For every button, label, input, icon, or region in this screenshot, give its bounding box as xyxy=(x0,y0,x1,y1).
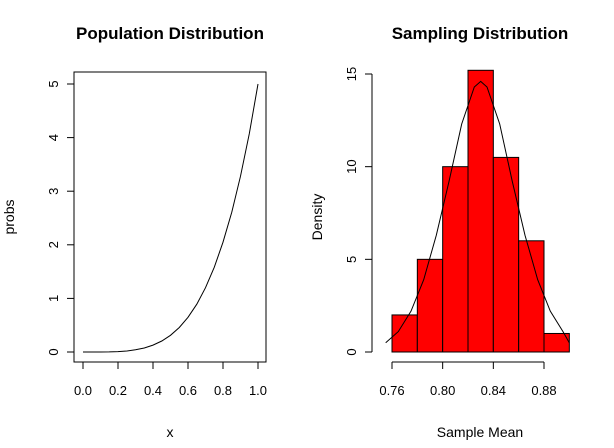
sampling-y-axis-title: Density xyxy=(309,194,325,241)
sampling-y-ticks: 0 5 10 15 xyxy=(344,67,372,356)
population-y-axis-title: probs xyxy=(1,199,17,234)
population-plot-frame xyxy=(73,71,267,363)
population-x-tick-label: 0.6 xyxy=(179,383,197,398)
population-distribution-panel: Population Distribution 0.0 0.2 0.4 0.6 0.8 1… xyxy=(1,24,267,440)
sampling-y-tick-label: 5 xyxy=(344,256,359,263)
sampling-y-tick-label: 0 xyxy=(344,348,359,355)
population-x-tick-label: 0.2 xyxy=(109,383,127,398)
population-y-tick-label: 1 xyxy=(46,295,61,302)
population-y-ticks: 0 1 2 3 4 5 xyxy=(46,80,74,356)
population-x-tick-label: 1.0 xyxy=(249,383,267,398)
histogram-bar xyxy=(416,258,444,353)
sampling-chart-title: Sampling Distribution xyxy=(392,24,569,43)
histogram-bar xyxy=(492,156,520,353)
sampling-x-tick-label: 0.88 xyxy=(531,383,556,398)
sampling-x-ticks: 0.76 0.80 0.84 0.88 xyxy=(379,362,557,398)
sampling-y-tick-label: 10 xyxy=(344,159,359,173)
sampling-x-tick-label: 0.76 xyxy=(379,383,404,398)
sampling-x-tick-label: 0.84 xyxy=(481,383,506,398)
population-chart-title: Population Distribution xyxy=(76,24,264,43)
population-y-tick-label: 0 xyxy=(46,348,61,355)
population-y-tick-label: 2 xyxy=(46,241,61,248)
histogram-bar xyxy=(543,332,570,353)
sampling-y-tick-label: 15 xyxy=(344,67,359,81)
population-x-tick-label: 0.8 xyxy=(214,383,232,398)
sampling-x-tick-label: 0.80 xyxy=(430,383,455,398)
sampling-density-curve xyxy=(385,80,570,344)
sampling-x-axis-title: Sample Mean xyxy=(437,424,523,440)
histogram-bar xyxy=(467,69,494,353)
population-x-ticks: 0.0 0.2 0.4 0.6 0.8 1.0 xyxy=(74,362,267,398)
population-density-line xyxy=(83,83,259,353)
population-y-tick-label: 5 xyxy=(46,80,61,87)
population-x-axis-title: x xyxy=(167,424,174,440)
population-x-tick-label: 0.4 xyxy=(144,383,162,398)
sampling-histogram-bars xyxy=(391,69,570,353)
sampling-distribution-panel: Sampling Distribution 0.76 0.80 0.84 0.88 0… xyxy=(309,24,570,440)
population-x-tick-label: 0.0 xyxy=(74,383,92,398)
histogram-bar xyxy=(442,166,469,353)
population-y-tick-label: 4 xyxy=(46,134,61,141)
population-y-tick-label: 3 xyxy=(46,188,61,195)
